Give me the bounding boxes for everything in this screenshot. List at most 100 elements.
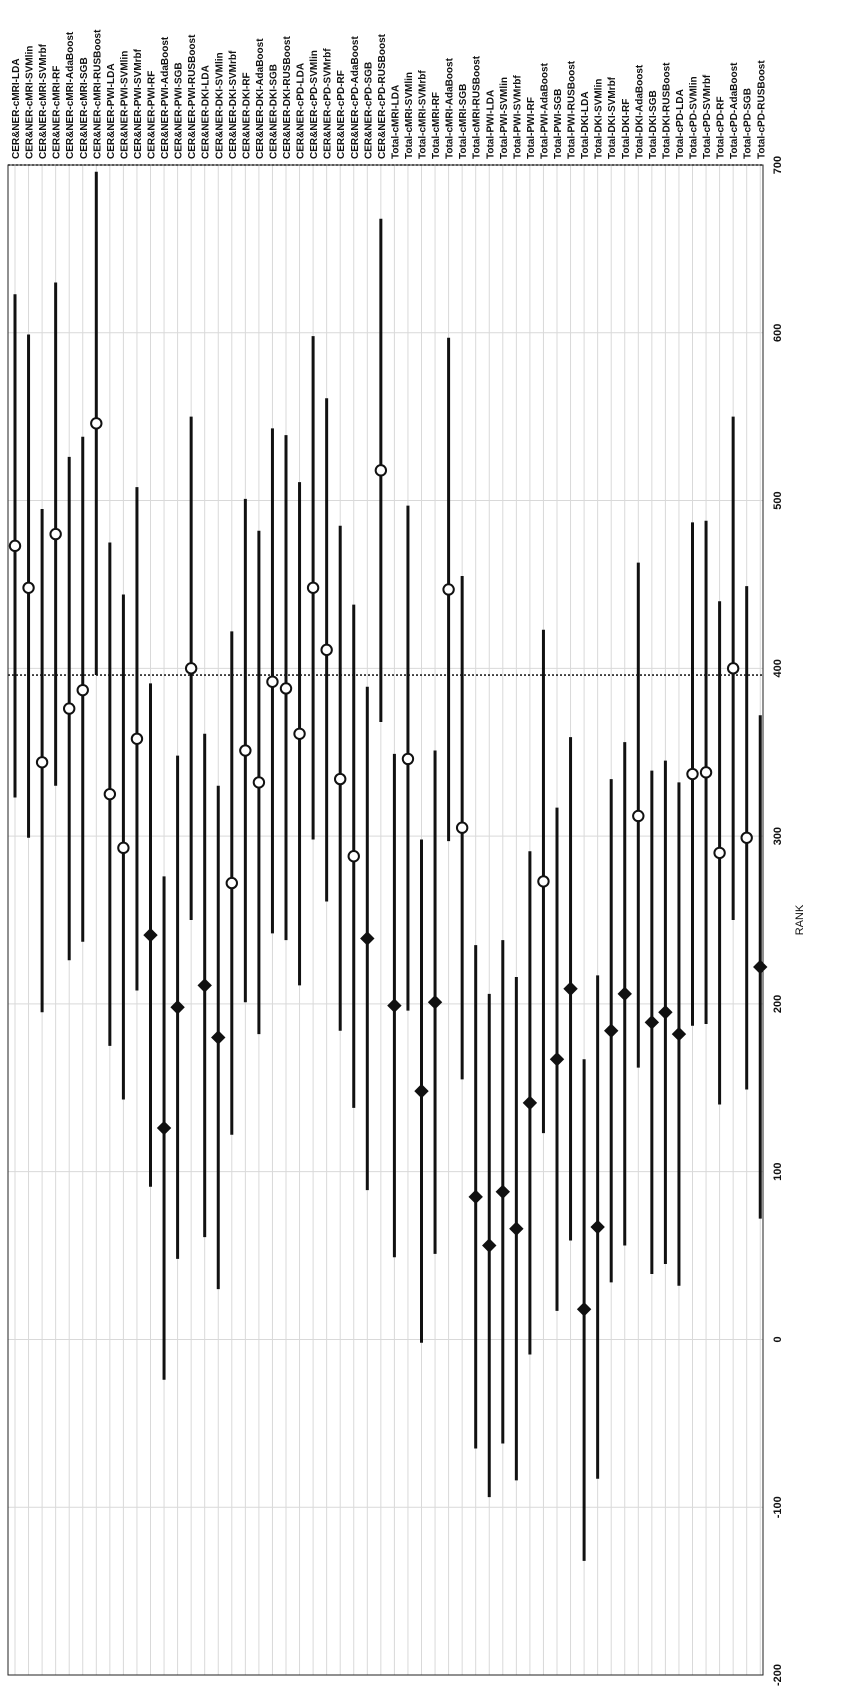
circle-marker xyxy=(632,809,645,823)
category-label: Total-DKI-AdaBoost xyxy=(634,64,645,159)
diamond-marker xyxy=(753,959,768,975)
category-label: Total-DKI-RUSBoost xyxy=(661,62,672,159)
category-label: CER&NER-cPD-SVMlin xyxy=(309,50,320,159)
category-label: Total-cMRI-RF xyxy=(431,92,442,159)
circle-marker xyxy=(713,846,726,860)
diamond-marker xyxy=(427,995,443,1010)
category-label: CER&NER-cPD-LDA xyxy=(296,63,307,159)
category-label: Total-PWI-SVMlin xyxy=(499,77,510,159)
diamond-marker xyxy=(617,986,632,1002)
diamond-marker xyxy=(468,1189,483,1205)
grid-layer xyxy=(8,164,763,1676)
diamond-marker xyxy=(563,981,578,996)
circle-marker xyxy=(279,682,293,695)
category-label: Total-DKI-SVMlin xyxy=(594,79,605,159)
category-label: Total-cPD-SGB xyxy=(743,88,754,159)
circle-marker xyxy=(22,581,35,594)
category-label: Total-DKI-LDA xyxy=(580,91,591,159)
circle-marker xyxy=(8,539,22,553)
plot-frame xyxy=(7,164,764,1676)
rank-tick-label: 600 xyxy=(772,324,784,342)
circle-marker xyxy=(239,744,252,757)
circle-marker xyxy=(334,772,347,786)
circle-marker xyxy=(76,683,89,697)
category-label: CER&NER-cPD-SGB xyxy=(363,62,374,159)
rank-tick-label: -200 xyxy=(772,1664,784,1686)
circle-marker xyxy=(266,675,279,688)
diamond-marker xyxy=(211,1030,226,1045)
reference-lines xyxy=(8,164,763,676)
category-label: CER&NER-DKI-SVMlin xyxy=(214,52,225,159)
category-label: CER&NER-PWI-SVMrbf xyxy=(133,48,144,159)
category-label: Total-DKI-RF xyxy=(621,99,632,159)
circle-marker xyxy=(49,527,62,541)
category-labels: CER&NER-cMRI-LDA CER&NER-cMRI-SVMlin CER&N… xyxy=(11,29,767,159)
category-label: CER&NER-cMRI-SGB xyxy=(79,57,90,159)
circle-marker xyxy=(103,787,117,801)
rank-tick-label: 400 xyxy=(772,659,784,677)
category-label: CER&NER-DKI-LDA xyxy=(201,65,212,159)
diamond-marker xyxy=(590,1219,605,1235)
circle-marker xyxy=(117,841,130,855)
category-label: Total-PWI-SVMrbf xyxy=(512,75,523,159)
category-label: Total-cMRI-AdaBoost xyxy=(445,57,456,159)
category-label: Total-cPD-AdaBoost xyxy=(729,62,740,159)
category-label: Total-cPD-LDA xyxy=(675,89,686,159)
category-label: Total-PWI-RF xyxy=(526,97,537,159)
rank-tick-label: 500 xyxy=(772,491,784,509)
diamond-marker xyxy=(482,1238,497,1253)
category-label: CER&NER-DKI-AdaBoost xyxy=(255,38,266,159)
interval-lines xyxy=(13,171,762,1561)
circle-marker xyxy=(374,464,388,477)
diamond-marker xyxy=(522,1095,538,1111)
rank-tick-label: 0 xyxy=(772,1336,784,1342)
category-label: CER&NER-cPD-AdaBoost xyxy=(350,36,361,159)
circle-marker xyxy=(401,752,415,766)
category-label: CER&NER-DKI-SGB xyxy=(268,64,279,159)
category-label: Total-cPD-RUSBoost xyxy=(756,60,767,159)
diamond-marker xyxy=(156,1120,172,1136)
diamond-marker xyxy=(576,1302,592,1317)
circle-marker xyxy=(347,850,360,863)
rank-axis-title: RANK xyxy=(794,904,806,935)
category-label: Total-cMRI-RUSBoost xyxy=(472,55,483,159)
category-label: CER&NER-PWI-SVMlin xyxy=(119,51,130,159)
category-label: Total-cMRI-SGB xyxy=(458,84,469,159)
category-label: CER&NER-PWI-LDA xyxy=(106,63,117,159)
circle-marker xyxy=(293,727,306,740)
category-label: Total-PWI-AdaBoost xyxy=(539,62,550,159)
category-label: Total-PWI-SGB xyxy=(553,89,564,159)
rank-tick-label: 700 xyxy=(772,156,784,174)
diamond-marker xyxy=(170,1000,185,1015)
category-label: CER&NER-cMRI-SVMlin xyxy=(25,46,36,159)
category-label: CER&NER-cPD-SVMrbf xyxy=(323,48,334,159)
category-label: Total-PWI-RUSBoost xyxy=(567,60,578,159)
category-label: CER&NER-PWI-RF xyxy=(147,71,158,159)
diamond-marker xyxy=(197,978,212,993)
category-label: CER&NER-cPD-RF xyxy=(336,70,347,159)
circle-marker xyxy=(184,662,198,675)
category-label: CER&NER-DKI-RUSBoost xyxy=(282,36,293,159)
diamond-marker xyxy=(603,1023,619,1038)
diamond-marker xyxy=(549,1052,565,1067)
circle-marker xyxy=(740,831,753,844)
diamond-marker xyxy=(658,1005,673,1020)
category-label: Total-PWI-LDA xyxy=(485,90,496,159)
category-label: Total-cPD-SVMrbf xyxy=(702,74,713,159)
category-label: Total-cPD-RF xyxy=(716,96,727,159)
circle-marker xyxy=(686,767,699,781)
diamond-marker xyxy=(360,931,375,946)
category-label: CER&NER-PWI-SGB xyxy=(174,62,185,159)
circle-marker xyxy=(90,417,103,430)
markers xyxy=(8,417,768,1317)
category-label: CER&NER-PWI-RUSBoost xyxy=(187,34,198,159)
category-label: CER&NER-cMRI-AdaBoost xyxy=(65,31,76,159)
circle-marker xyxy=(130,732,144,745)
category-label: CER&NER-cPD-RUSBoost xyxy=(377,33,388,159)
category-label: CER&NER-DKI-SVMrbf xyxy=(228,50,239,159)
category-label: CER&NER-cMRI-LDA xyxy=(11,58,22,159)
category-label: CER&NER-cMRI-RUSBoost xyxy=(92,29,103,159)
diamond-marker xyxy=(414,1083,429,1099)
category-label: Total-cMRI-LDA xyxy=(390,85,401,159)
